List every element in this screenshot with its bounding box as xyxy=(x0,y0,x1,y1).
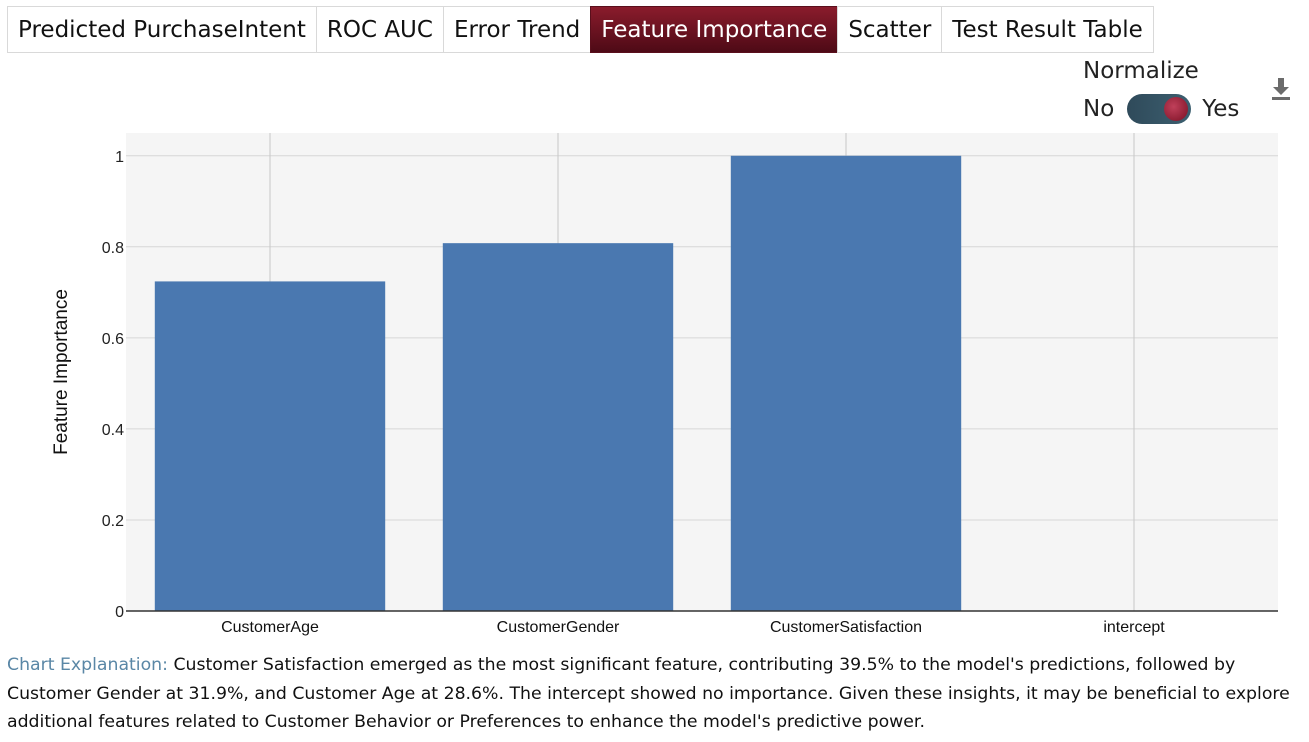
tab-scatter[interactable]: Scatter xyxy=(837,6,942,53)
chart-area: 0 0.2 0.4 0.6 0.8 1 CustomerAge CustomerGender… xyxy=(0,128,1309,648)
explanation-text: Customer Satisfaction emerged as the mos… xyxy=(7,655,1290,732)
tab-test-result-table[interactable]: Test Result Table xyxy=(941,6,1154,53)
normalize-toggle-row: No Yes xyxy=(1083,92,1239,126)
tab-roc-auc[interactable]: ROC AUC xyxy=(315,6,443,53)
x-tick-labels: CustomerAge CustomerGender CustomerSatisfa… xyxy=(221,619,1165,636)
chart-explanation: Chart Explanation: Customer Satisfaction… xyxy=(7,651,1307,737)
feature-importance-chart: 0 0.2 0.4 0.6 0.8 1 CustomerAge CustomerGender… xyxy=(102,133,1278,636)
normalize-label: Normalize xyxy=(1083,58,1199,84)
y-tick-labels: 0 0.2 0.4 0.6 0.8 1 xyxy=(102,149,124,621)
bar-customersatisfaction[interactable] xyxy=(730,155,962,611)
y-tick-label: 1 xyxy=(115,149,124,166)
y-tick-label: 0.8 xyxy=(102,240,124,257)
bar-customergender[interactable] xyxy=(442,243,674,612)
toggle-on-label: Yes xyxy=(1202,96,1240,122)
y-tick-label: 0.6 xyxy=(102,331,124,348)
x-tick-label: CustomerAge xyxy=(221,619,319,636)
x-tick-label: intercept xyxy=(1103,619,1165,636)
tab-error-trend[interactable]: Error Trend xyxy=(442,6,591,53)
download-icon[interactable] xyxy=(1270,76,1292,102)
y-axis-title: Feature Importance xyxy=(51,289,72,455)
y-tick-label: 0.4 xyxy=(102,422,124,439)
y-tick-label: 0.2 xyxy=(102,513,124,530)
x-tick-label: CustomerGender xyxy=(497,619,620,636)
bar-customerage[interactable] xyxy=(154,281,386,611)
toggle-off-label: No xyxy=(1083,96,1115,122)
switch-knob xyxy=(1164,97,1189,121)
bars xyxy=(154,155,962,612)
y-tick-label: 0 xyxy=(115,604,124,621)
tab-predicted-purchaseintent[interactable]: Predicted PurchaseIntent xyxy=(7,6,316,53)
normalize-switch[interactable] xyxy=(1127,94,1192,124)
explanation-label: Chart Explanation: xyxy=(7,655,168,675)
tab-feature-importance[interactable]: Feature Importance xyxy=(590,6,838,53)
tab-bar: Predicted PurchaseIntent ROC AUC Error T… xyxy=(7,6,1154,53)
x-tick-label: CustomerSatisfaction xyxy=(770,619,922,636)
